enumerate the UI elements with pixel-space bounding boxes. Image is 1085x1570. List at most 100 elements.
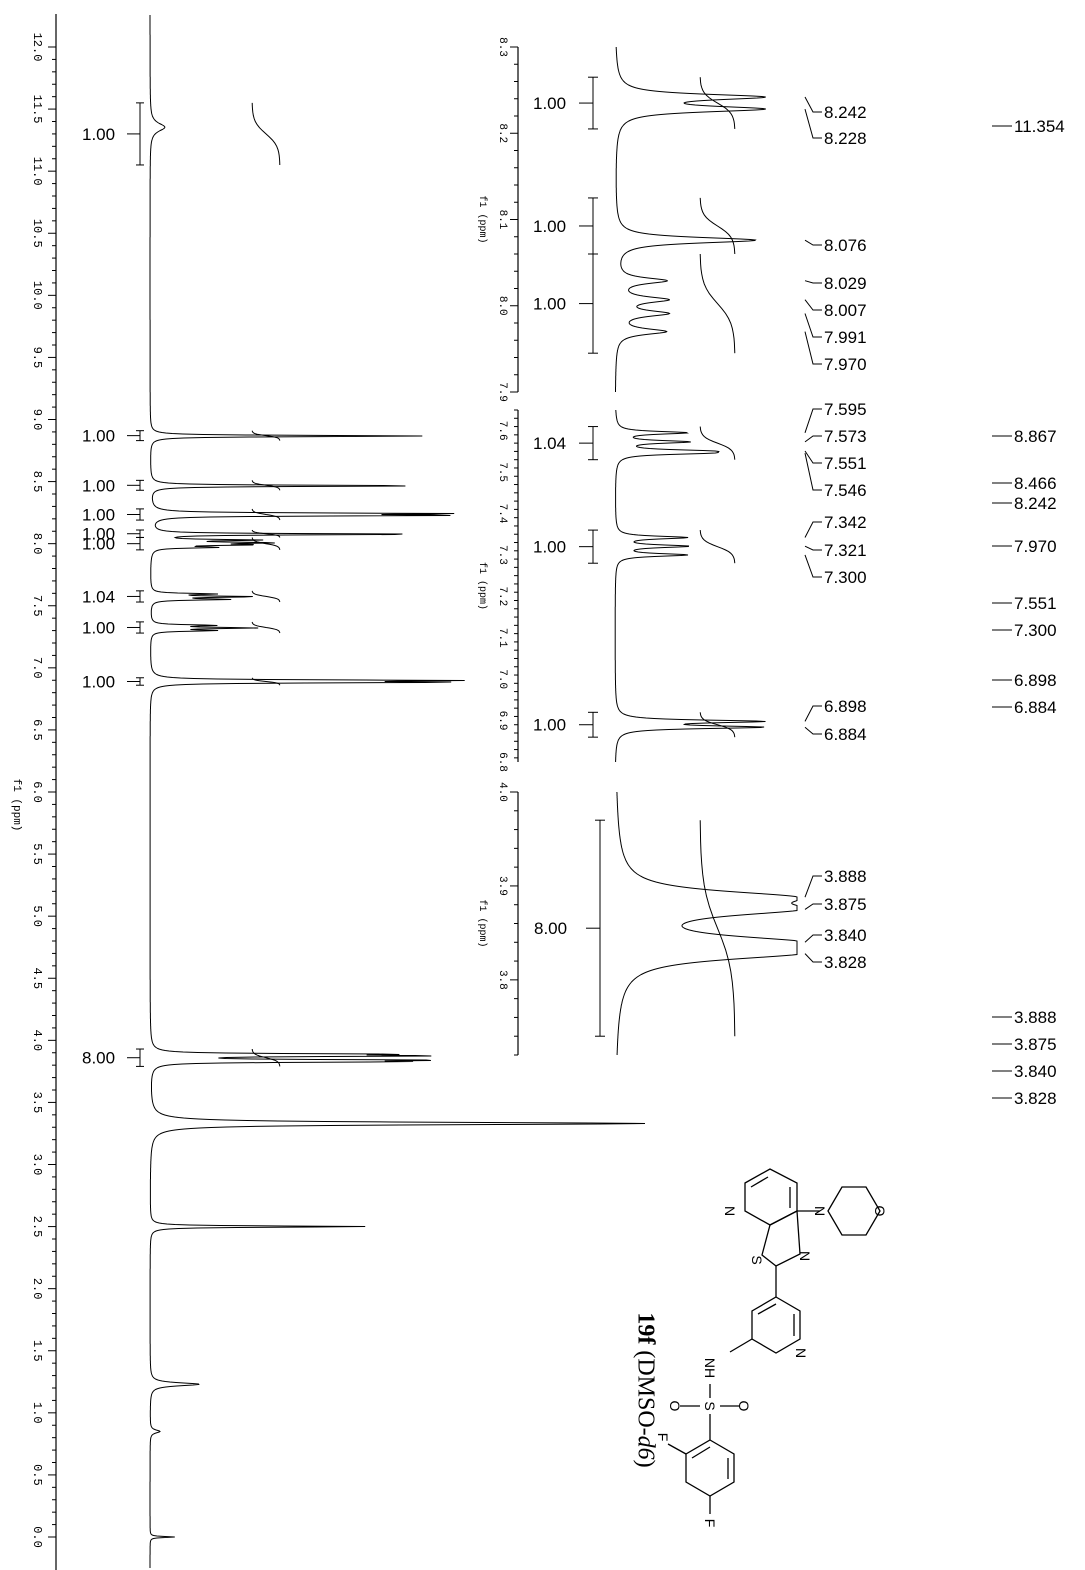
peak-leader (804, 108, 822, 139)
solvent-prefix: (DMSO- (632, 1350, 659, 1436)
main-tick-label: 5.5 (30, 843, 44, 865)
peak-label: 7.546 (824, 481, 867, 500)
inset-integral-value: 8.00 (534, 919, 567, 938)
solvent-italic: d6 (632, 1435, 659, 1460)
main-tick-label: 4.5 (30, 967, 44, 989)
main-tick-label: 10.0 (30, 281, 44, 310)
peak-label: 6.884 (824, 725, 867, 744)
integral-value: 1.00 (82, 505, 115, 524)
peak-leader (804, 450, 822, 464)
main-tick-label: 0.5 (30, 1464, 44, 1486)
peak-leader (804, 875, 822, 898)
inset-tick-label: 8.2 (496, 123, 508, 143)
inset-integral-curve (699, 77, 736, 129)
compound-id: 19f (632, 1312, 659, 1345)
peak-label: 7.595 (824, 400, 867, 419)
peak-label: 7.300 (824, 568, 867, 587)
peak-leader (804, 239, 822, 246)
main-integral-markers: 1.001.001.001.001.001.001.041.001.008.00 (82, 102, 281, 1068)
peak-label: 8.076 (824, 236, 867, 255)
integral-value: 1.00 (82, 476, 115, 495)
atom-n4: N (793, 1348, 809, 1358)
peak-col-label: 8.867 (1014, 427, 1057, 446)
peak-col-label: 3.888 (1014, 1008, 1057, 1027)
integral-value: 1.00 (82, 672, 115, 691)
peak-label: 7.551 (824, 454, 867, 473)
peak-label: 8.242 (824, 103, 867, 122)
peak-col-label: 11.354 (1014, 117, 1065, 136)
atom-o1: O (872, 1206, 888, 1217)
integral-curve (251, 529, 281, 538)
main-tick-label: 6.0 (30, 781, 44, 803)
integral-value: 1.00 (82, 525, 115, 544)
inset-integral-value: 1.00 (533, 538, 566, 557)
spectrum-line (149, 15, 646, 1568)
peak-col-label: 7.551 (1014, 594, 1057, 613)
integral-value: 1.00 (82, 535, 115, 554)
integral-curve (251, 537, 281, 550)
inset-spectrum-line (615, 47, 766, 392)
peak-leader (804, 554, 822, 578)
integral-curve (251, 621, 281, 634)
main-tick-label: 0.0 (30, 1526, 44, 1548)
peak-col-label: 6.884 (1014, 698, 1057, 717)
main-tick-label: 6.5 (30, 719, 44, 741)
inset-tick-label: 8.1 (496, 210, 508, 230)
inset-integral-value: 1.00 (533, 716, 566, 735)
peak-col-label: 3.828 (1014, 1089, 1057, 1108)
integral-curve (251, 102, 281, 166)
peak-col-label: 7.300 (1014, 621, 1057, 640)
peak-leader (804, 452, 822, 491)
inset-tick-label: 7.1 (496, 628, 508, 648)
integral-curve (251, 1048, 281, 1067)
inset-tick-label: 7.6 (496, 421, 508, 441)
peak-label: 7.991 (824, 328, 867, 347)
inset-tick-label: 3.8 (496, 970, 508, 990)
peak-leader (804, 953, 822, 963)
main-tick-label: 7.5 (30, 595, 44, 617)
inset-tick-label: 6.9 (496, 711, 508, 731)
inset-tick-label: 7.2 (496, 586, 508, 606)
solvent-suffix: ) (632, 1459, 659, 1468)
inset-integral-curve (699, 712, 736, 738)
main-tick-label: 9.0 (30, 409, 44, 431)
inset-tick-label: 7.4 (496, 504, 508, 524)
peak-col-label: 3.840 (1014, 1062, 1057, 1081)
peak-leader (804, 331, 822, 365)
peak-col-label: 3.875 (1014, 1035, 1057, 1054)
integral-value: 1.04 (82, 587, 115, 606)
main-tick-label: 3.5 (30, 1092, 44, 1114)
peak-leader (804, 726, 822, 735)
zoom-insets: 8.3 8.2 8.1 8.0 7.9 f1 (ppm) 1.00 1.00 1.00 8.242… (476, 37, 867, 1056)
main-tick-label: 8.5 (30, 471, 44, 493)
peak-col-label: 6.898 (1014, 671, 1057, 690)
peak-leader (804, 934, 822, 943)
peak-leader (804, 545, 822, 551)
integral-value: 1.00 (82, 427, 115, 446)
atom-n1: N (722, 1206, 738, 1216)
main-tick-label: 12.0 (30, 33, 44, 62)
inset-tick-label: 4.0 (496, 782, 508, 802)
main-tick-label: 4.0 (30, 1030, 44, 1052)
peak-leader (804, 313, 822, 338)
main-tick-label: 2.5 (30, 1216, 44, 1238)
peak-leader (804, 96, 822, 113)
peak-label: 8.007 (824, 301, 867, 320)
peak-label: 3.840 (824, 926, 867, 945)
chemical-structure (667, 1168, 881, 1514)
compound-caption-text: 19f (DMSO-d6) (632, 1312, 659, 1467)
integral-value: 1.00 (82, 618, 115, 637)
integral-curve (251, 430, 281, 441)
peak-label: 6.898 (824, 697, 867, 716)
peak-leader (804, 435, 822, 443)
peak-leader (804, 903, 822, 910)
peak-leader (804, 280, 822, 284)
peak-label: 3.888 (824, 867, 867, 886)
inset-integral-curve (699, 197, 736, 255)
peak-label: 7.342 (824, 513, 867, 532)
peak-leader (804, 299, 822, 311)
peak-label: 7.970 (824, 355, 867, 374)
atom-f1: F (655, 1433, 671, 1442)
